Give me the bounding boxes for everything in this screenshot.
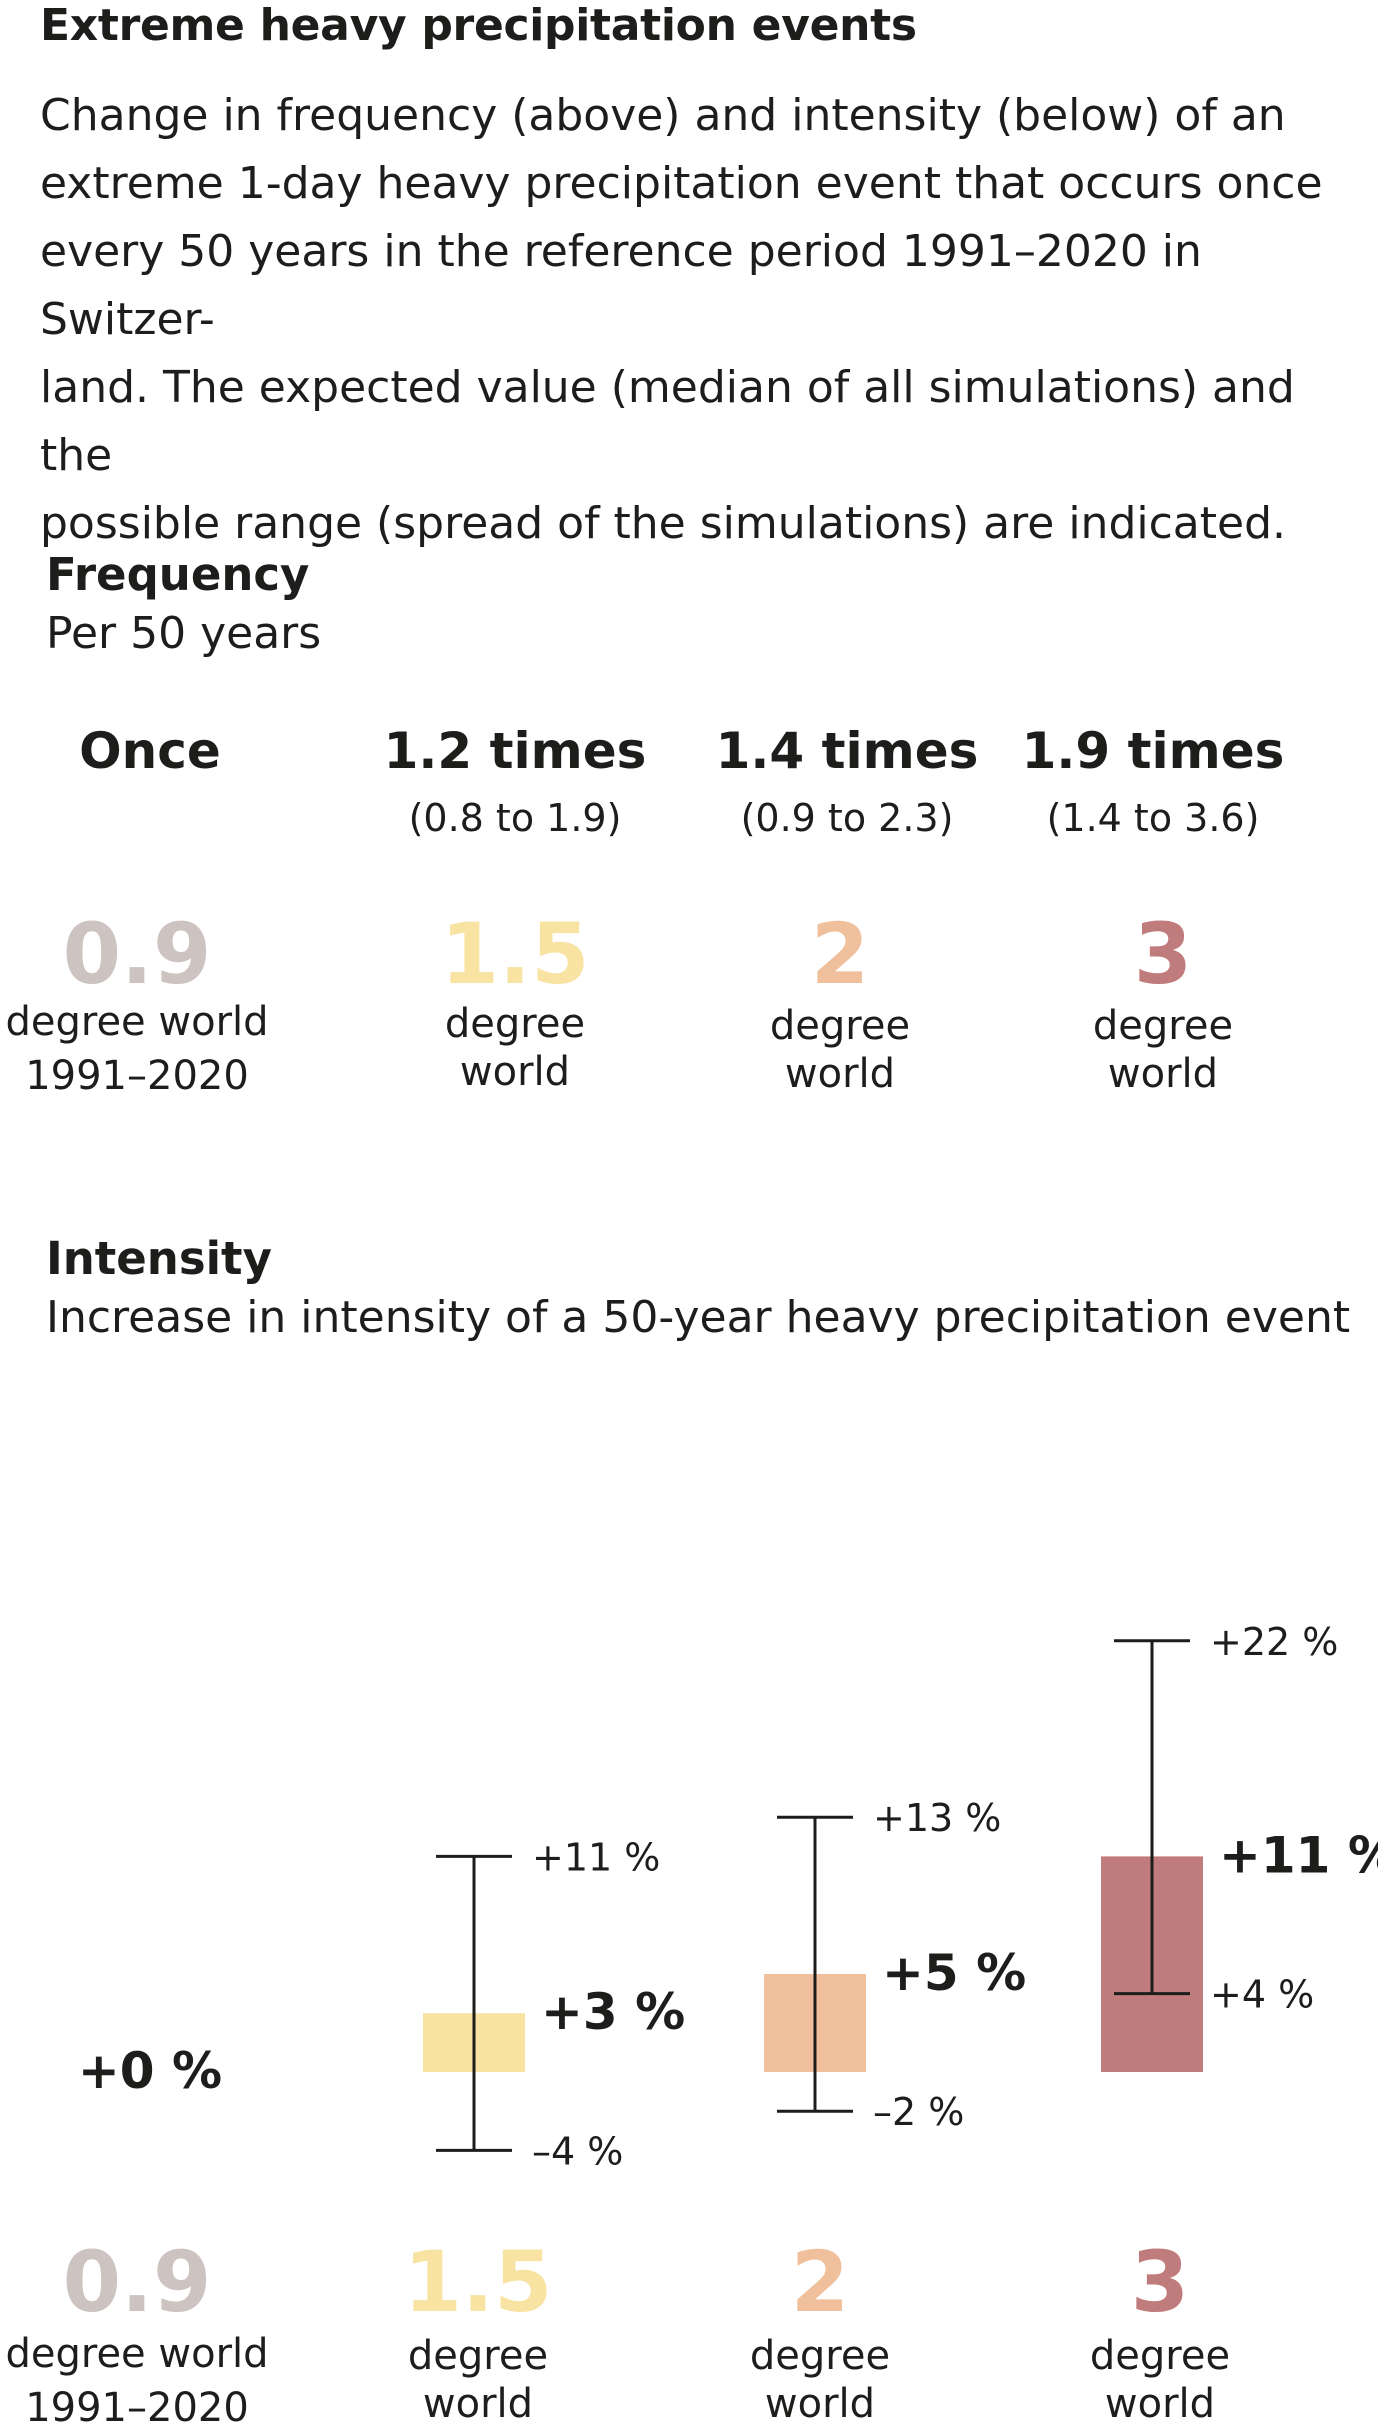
value-label: +0 % xyxy=(78,2042,222,2100)
description-line: Change in frequency (above) and intensit… xyxy=(40,90,1286,141)
degree-number: 2 xyxy=(810,905,870,1003)
degree-label: world xyxy=(764,2381,876,2427)
degree-label: degree xyxy=(769,1003,911,1049)
degree-number: 0.9 xyxy=(62,905,212,1003)
frequency-range: (0.8 to 1.9) xyxy=(408,796,622,840)
degree-label: degree xyxy=(1089,2333,1231,2379)
degree-label: world xyxy=(784,1051,896,1097)
frequency-value: 1.4 times xyxy=(715,722,979,780)
frequency-title: Frequency xyxy=(46,548,310,601)
lower-label: +4 % xyxy=(1210,1973,1314,2017)
description-line: possible range (spread of the simulation… xyxy=(40,498,1286,549)
intensity-title: Intensity xyxy=(46,1232,272,1285)
degree-number: 3 xyxy=(1130,2233,1190,2331)
degree-label: degree xyxy=(444,1001,586,1047)
intensity-subtitle: Increase in intensity of a 50-year heavy… xyxy=(46,1292,1351,1343)
degree-label: degree xyxy=(1092,1003,1234,1049)
degree-label: degree world xyxy=(5,999,269,1045)
lower-label: –2 % xyxy=(873,2090,964,2134)
value-label: +5 % xyxy=(882,1944,1026,2002)
frequency-subtitle: Per 50 years xyxy=(46,608,322,659)
frequency-value: 1.2 times xyxy=(383,722,647,780)
frequency-value: Once xyxy=(79,722,221,780)
description-line: extreme 1-day heavy precipitation event … xyxy=(40,158,1323,209)
description: Change in frequency (above) and intensit… xyxy=(40,82,1350,558)
upper-label: +13 % xyxy=(873,1796,1001,1840)
description-line: land. The expected value (median of all … xyxy=(40,362,1295,481)
degree-period: 1991–2020 xyxy=(25,1053,249,1099)
value-label: +11 % xyxy=(1219,1826,1378,1884)
degree-number: 3 xyxy=(1133,905,1193,1003)
upper-label: +22 % xyxy=(1210,1620,1338,1664)
frequency-range: (0.9 to 2.3) xyxy=(740,796,954,840)
degree-label: world xyxy=(459,1049,571,1095)
degree-label: degree world xyxy=(5,2331,269,2377)
value-label: +3 % xyxy=(541,1983,685,2041)
degree-number: 1.5 xyxy=(403,2233,553,2331)
upper-label: +11 % xyxy=(532,1835,660,1879)
frequency-range: (1.4 to 3.6) xyxy=(1046,796,1260,840)
degree-number: 1.5 xyxy=(440,905,590,1003)
lower-label: –4 % xyxy=(532,2129,623,2173)
degree-number: 0.9 xyxy=(62,2233,212,2331)
frequency-value: 1.9 times xyxy=(1021,722,1285,780)
degree-label: degree xyxy=(749,2333,891,2379)
degree-label: world xyxy=(1107,1051,1219,1097)
description-line: every 50 years in the reference period 1… xyxy=(40,226,1202,345)
page-title: Extreme heavy precipitation events xyxy=(40,0,917,51)
degree-label: degree xyxy=(407,2333,549,2379)
degree-label: world xyxy=(422,2381,534,2427)
degree-number: 2 xyxy=(790,2233,850,2331)
degree-label: world xyxy=(1104,2381,1216,2427)
degree-period: 1991–2020 xyxy=(25,2385,249,2431)
